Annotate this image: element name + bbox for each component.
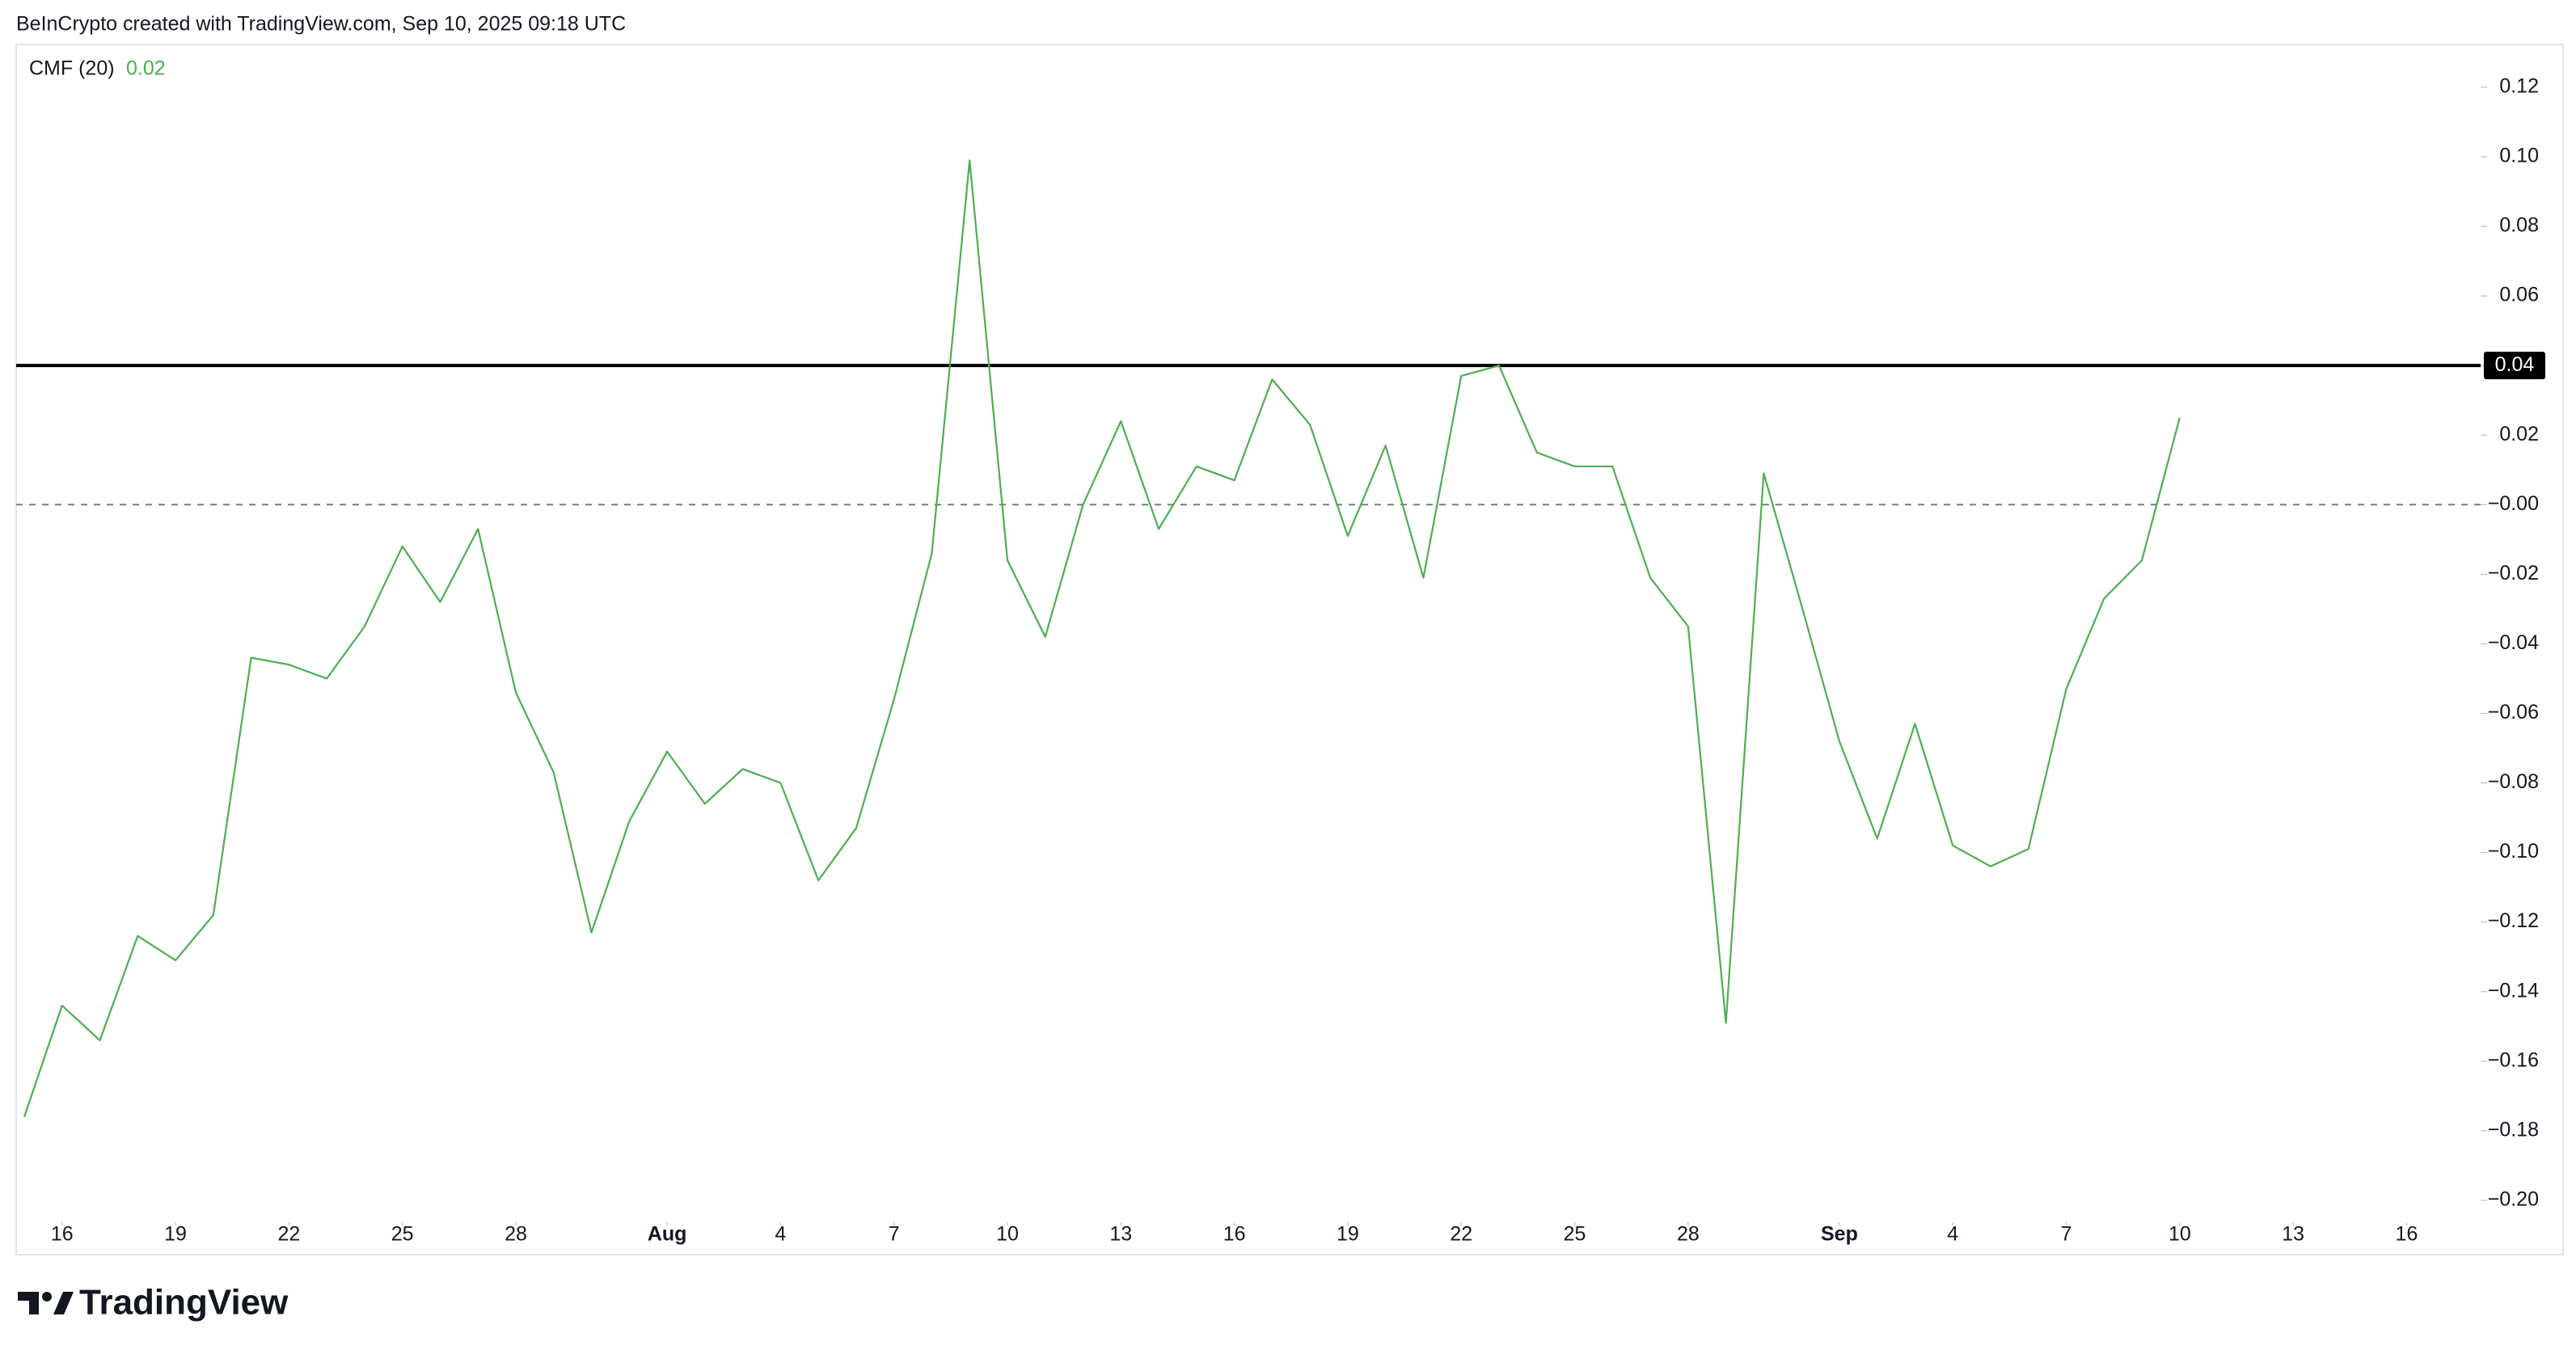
pane-frame — [15, 44, 2564, 1255]
y-tick-label: −0.06 — [2488, 701, 2539, 724]
y-tick-label: −0.08 — [2488, 770, 2539, 793]
x-tick-label: 7 — [889, 1223, 900, 1246]
y-tick-label: −0.12 — [2488, 909, 2539, 932]
x-tick-label: 4 — [775, 1223, 786, 1246]
x-tick-label: 22 — [277, 1223, 300, 1246]
x-tick-label: 19 — [164, 1223, 187, 1246]
header: BeInCrypto created with TradingView.com,… — [16, 13, 626, 36]
y-tick-label: 0.02 — [2499, 423, 2539, 445]
y-tick-label: 0.12 — [2499, 75, 2539, 98]
x-tick-label: 28 — [505, 1223, 527, 1246]
y-tick-label: 0.10 — [2499, 145, 2539, 167]
y-tick-label: −0.04 — [2488, 631, 2539, 654]
x-tick-label: 25 — [1564, 1223, 1586, 1246]
y-tick-label: −0.14 — [2488, 979, 2539, 1002]
x-tick-label: 28 — [1677, 1223, 1700, 1246]
hline-badge — [2484, 352, 2545, 380]
x-tick-label: Sep — [1821, 1223, 1858, 1246]
x-tick-label: 13 — [2282, 1223, 2304, 1246]
y-tick-label: −0.20 — [2488, 1188, 2539, 1210]
cmf-line — [23, 159, 2181, 1117]
y-tick-label: −0.02 — [2488, 562, 2539, 584]
y-tick-label: 0.06 — [2499, 284, 2539, 306]
legend-name: CMF (20) — [29, 57, 115, 80]
brand-logo — [18, 1292, 74, 1314]
y-tick-label: −0.10 — [2488, 840, 2539, 863]
x-tick-label: 22 — [1450, 1223, 1472, 1246]
x-tick-label: 19 — [1337, 1223, 1359, 1246]
x-tick-label: 16 — [51, 1223, 74, 1246]
x-tick-label: 7 — [2061, 1223, 2072, 1246]
brand: TradingView — [79, 1283, 289, 1323]
x-tick-label: Aug — [648, 1223, 687, 1246]
hline-label: 0.04 — [2495, 353, 2535, 376]
x-tick-label: 10 — [2168, 1223, 2191, 1246]
y-tick-label: −0.18 — [2488, 1118, 2539, 1141]
y-tick-label: −0.00 — [2488, 492, 2539, 515]
legend-value: 0.02 — [126, 57, 166, 80]
y-tick-label: 0.08 — [2499, 214, 2539, 237]
x-tick-label: 10 — [996, 1223, 1019, 1246]
x-tick-label: 16 — [2396, 1223, 2418, 1246]
x-tick-label: 25 — [391, 1223, 414, 1246]
y-tick-label: −0.16 — [2488, 1048, 2539, 1071]
x-tick-label: 16 — [1223, 1223, 1246, 1246]
x-tick-label: 4 — [1947, 1223, 1958, 1246]
x-tick-label: 13 — [1109, 1223, 1132, 1246]
